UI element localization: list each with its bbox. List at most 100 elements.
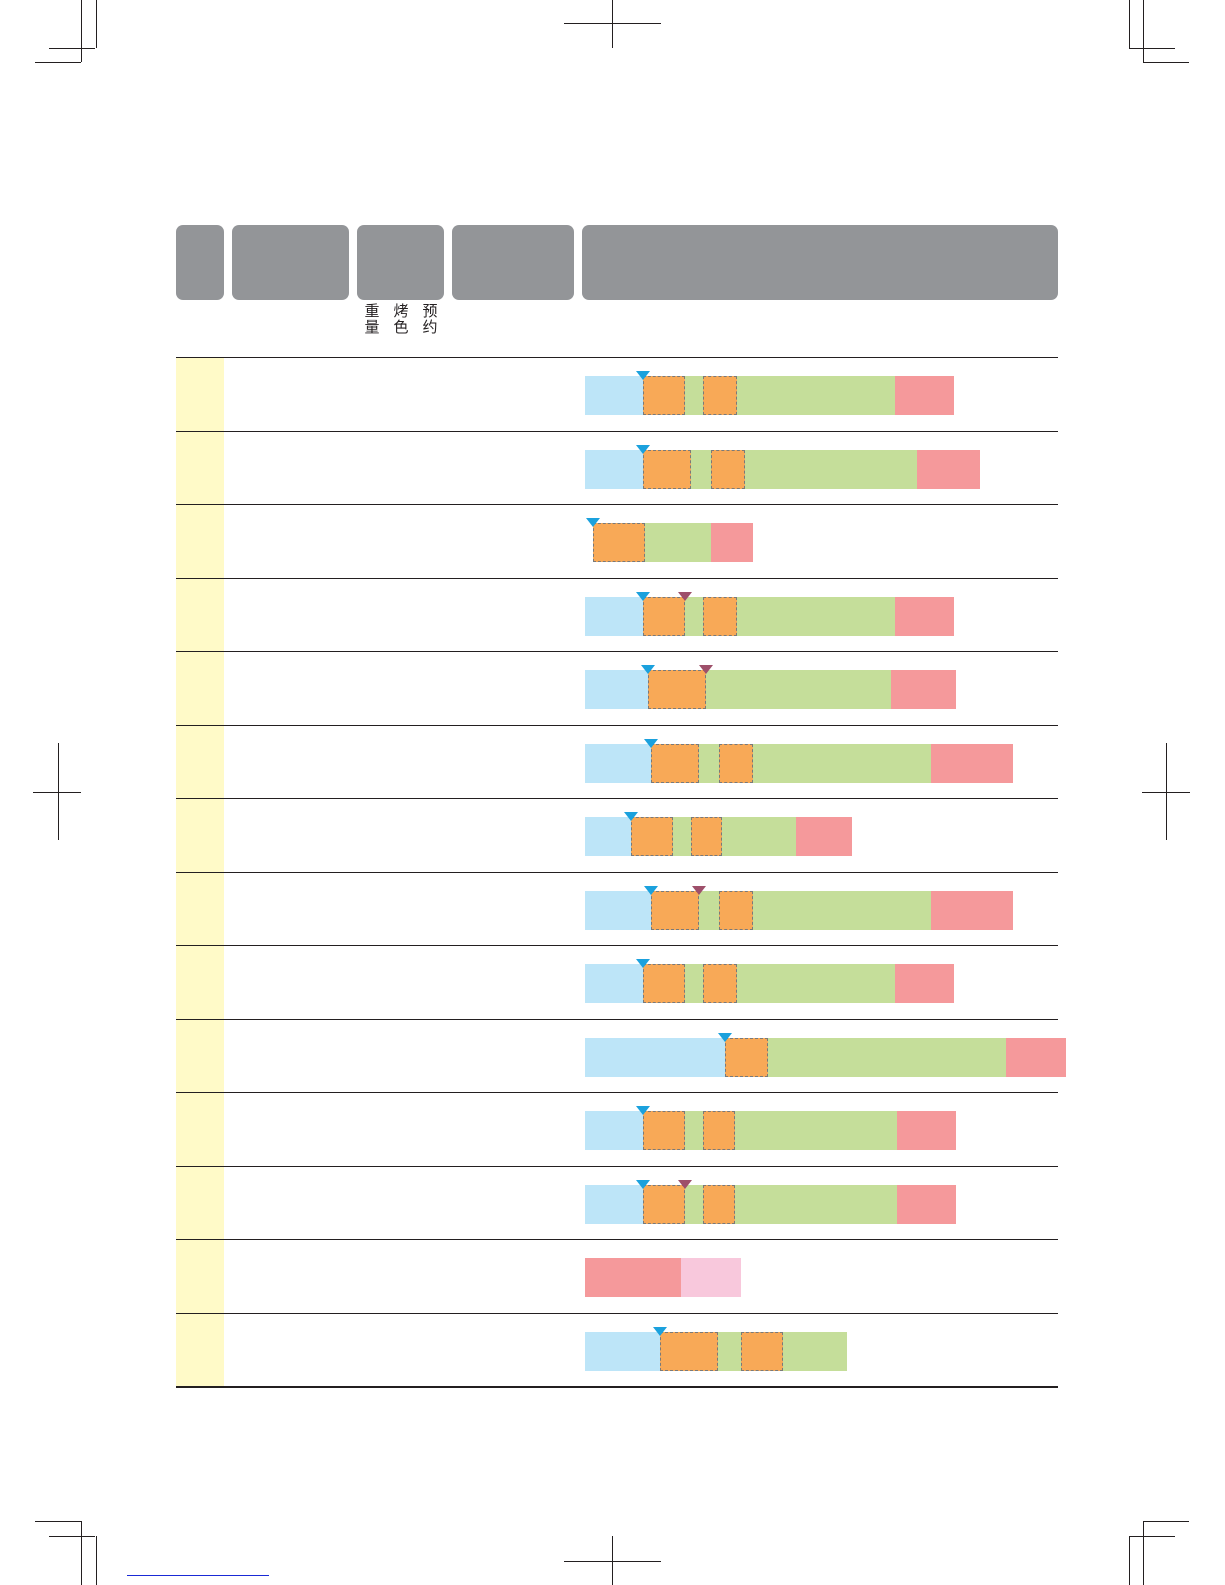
stage-red (931, 891, 1013, 930)
stage-orange (643, 376, 685, 415)
stage-blue (585, 964, 643, 1003)
stage-green (685, 1185, 703, 1224)
row-divider (176, 725, 1058, 726)
stage-green (737, 376, 895, 415)
crop-mark-icon (35, 1521, 81, 1522)
stage-green (722, 817, 796, 856)
header-cell-settings (357, 225, 444, 300)
stage-orange (648, 670, 706, 709)
stage-green (745, 450, 917, 489)
stage-green (753, 891, 931, 930)
stage-green (718, 1332, 741, 1371)
stage-blue (585, 891, 651, 930)
triangle-marker-cyan-icon (636, 1180, 650, 1189)
crop-mark-icon (49, 48, 95, 49)
process-bar (585, 445, 980, 489)
triangle-marker-purple-icon (692, 886, 706, 895)
stage-green (735, 1185, 897, 1224)
row-divider (176, 1019, 1058, 1020)
stage-orange (703, 1185, 735, 1224)
crop-mark-icon (1143, 62, 1189, 63)
sub-label-weight: 重 量 (364, 302, 380, 336)
crop-mark-icon (58, 743, 59, 840)
stage-red (891, 670, 956, 709)
sub-label-timer: 预 约 (422, 302, 438, 336)
process-bar (585, 812, 852, 856)
stage-orange (643, 964, 685, 1003)
stage-orange (741, 1332, 783, 1371)
stage-orange (631, 817, 673, 856)
stage-green (685, 376, 703, 415)
stage-green (699, 891, 719, 930)
stage-blue (585, 817, 631, 856)
stage-orange (643, 1111, 685, 1150)
process-bar (585, 1258, 741, 1297)
triangle-marker-cyan-icon (586, 518, 600, 527)
process-bar (585, 739, 1013, 783)
crop-mark-icon (96, 0, 97, 48)
stage-blue (585, 670, 648, 709)
stage-orange (643, 450, 691, 489)
triangle-marker-cyan-icon (644, 739, 658, 748)
triangle-marker-purple-icon (678, 1180, 692, 1189)
stage-orange (593, 523, 645, 562)
stage-orange (643, 1185, 685, 1224)
footer-link-underline (127, 1575, 269, 1576)
row-divider (176, 1166, 1058, 1167)
crop-mark-icon (81, 1521, 82, 1585)
crop-mark-icon (96, 1536, 97, 1585)
stage-blue (585, 744, 651, 783)
crop-mark-icon (1129, 48, 1175, 49)
stage-green (699, 744, 719, 783)
stage-red (796, 817, 852, 856)
stage-orange (643, 597, 685, 636)
row-divider (176, 872, 1058, 873)
row-divider (176, 945, 1058, 946)
stage-orange (719, 744, 753, 783)
stage-blue (585, 1185, 643, 1224)
stage-green (783, 1332, 847, 1371)
crop-mark-icon (35, 62, 81, 63)
stage-blue (585, 450, 643, 489)
stage-red (1006, 1038, 1066, 1077)
stage-green (673, 817, 691, 856)
crop-mark-icon (1129, 0, 1130, 48)
row-divider (176, 798, 1058, 799)
process-bar (585, 1180, 956, 1224)
stage-green (737, 597, 895, 636)
row-divider (176, 1239, 1058, 1240)
crop-mark-icon (1143, 1521, 1189, 1522)
stage-red (895, 376, 954, 415)
stage-orange (651, 744, 699, 783)
stage-red (917, 450, 980, 489)
triangle-marker-purple-icon (699, 665, 713, 674)
stage-orange (703, 376, 737, 415)
stage-red (897, 1111, 956, 1150)
stage-green (685, 597, 703, 636)
triangle-marker-cyan-icon (641, 665, 655, 674)
row-divider (176, 431, 1058, 432)
stage-green (735, 1111, 897, 1150)
header-cell-time (452, 225, 574, 300)
stage-blue (585, 1332, 660, 1371)
stage-blue (585, 1111, 643, 1150)
stage-red (931, 744, 1013, 783)
stage-red (895, 597, 954, 636)
process-bar (585, 886, 1013, 930)
process-bar (585, 665, 956, 709)
process-bar (585, 1327, 847, 1371)
process-bar (585, 371, 954, 415)
stage-orange (703, 964, 737, 1003)
process-bar (586, 518, 753, 562)
row-divider (176, 1313, 1058, 1314)
stage-red (711, 523, 753, 562)
stage-orange (703, 597, 737, 636)
triangle-marker-cyan-icon (636, 1106, 650, 1115)
crop-mark-icon (1129, 1536, 1130, 1585)
triangle-marker-cyan-icon (636, 445, 650, 454)
stage-orange (711, 450, 745, 489)
triangle-marker-cyan-icon (636, 592, 650, 601)
crop-mark-icon (81, 0, 82, 62)
row-divider (176, 504, 1058, 505)
crop-mark-icon (612, 1536, 613, 1585)
